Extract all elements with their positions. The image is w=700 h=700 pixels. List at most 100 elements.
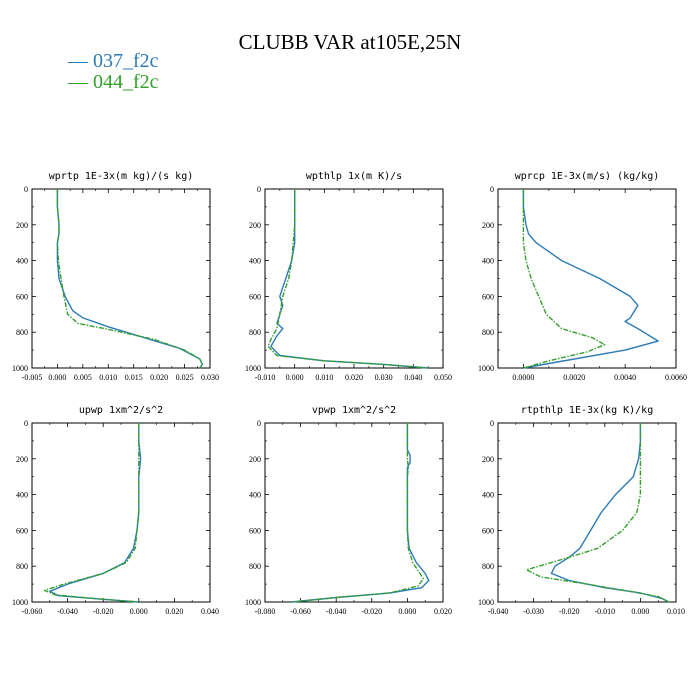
y-tick-label: 400 bbox=[482, 491, 494, 500]
x-tick-label: -0.060 bbox=[22, 607, 43, 616]
series-line-044_f2c bbox=[267, 189, 429, 369]
y-tick-label: 800 bbox=[249, 562, 261, 571]
series-line-037_f2c bbox=[522, 189, 659, 369]
y-tick-label: 800 bbox=[16, 328, 28, 337]
x-tick-label: -0.040 bbox=[326, 607, 347, 616]
x-tick-label: -0.080 bbox=[255, 607, 276, 616]
x-tick-label: -0.010 bbox=[594, 607, 615, 616]
y-tick-label: 600 bbox=[482, 526, 494, 535]
panel-6: rtpthlp 1E-3x(kg K)/kg02004006008001000-… bbox=[478, 405, 685, 616]
x-tick-label: 0.020 bbox=[345, 373, 363, 382]
x-tick-label: 0.0060 bbox=[665, 373, 687, 382]
x-tick-label: 0.000 bbox=[631, 607, 649, 616]
panel-5: vpwp 1xm^2/s^2 0 200 400 600 800 1000-0.080 -0.… bbox=[245, 405, 452, 616]
panel-title: wprtp 1E-3x(m kg)/(s kg) bbox=[49, 171, 194, 182]
plot-frame bbox=[264, 422, 444, 603]
x-tick-label: 0.025 bbox=[176, 373, 194, 382]
y-tick-label: 800 bbox=[16, 562, 28, 571]
x-tick-label: 0.0020 bbox=[563, 373, 585, 382]
y-tick-label: 600 bbox=[249, 292, 261, 301]
series-line-037_f2c bbox=[270, 189, 429, 369]
x-tick-label: -0.020 bbox=[93, 607, 114, 616]
panel-title: vpwp 1xm^2/s^2 bbox=[312, 405, 396, 416]
panel-4: upwp 1xm^2/s^2 0 200 400 600 800 1000-0.060 -0.… bbox=[12, 405, 219, 616]
series-line-044_f2c bbox=[56, 189, 204, 369]
panel-1: wprtp 1E-3x(m kg)/(s kg) 0 200 400 600 800 100… bbox=[12, 171, 219, 382]
x-tick-label: 0.000 bbox=[286, 373, 304, 382]
x-tick-label: 0.000 bbox=[398, 607, 416, 616]
x-tick-label: 0.010 bbox=[667, 607, 685, 616]
plot-frame bbox=[31, 422, 211, 603]
y-tick-label: 400 bbox=[249, 257, 261, 266]
x-tick-label: -0.020 bbox=[559, 607, 580, 616]
series-line-037_f2c bbox=[550, 423, 670, 603]
y-tick-label: 600 bbox=[16, 292, 28, 301]
y-tick-label: 1000 bbox=[245, 598, 261, 607]
series-line-044_f2c bbox=[43, 423, 140, 603]
y-tick-label: 200 bbox=[249, 221, 261, 230]
y-tick-label: 0 bbox=[257, 419, 261, 428]
x-tick-label: 0.050 bbox=[434, 373, 452, 382]
y-tick-label: 400 bbox=[16, 257, 28, 266]
x-tick-label: 0.030 bbox=[375, 373, 393, 382]
y-tick-label: 800 bbox=[482, 328, 494, 337]
y-tick-label: 200 bbox=[16, 455, 28, 464]
x-tick-label: 0.020 bbox=[434, 607, 452, 616]
y-tick-label: 1000 bbox=[478, 364, 494, 373]
x-tick-label: 0.0000 bbox=[512, 373, 534, 382]
x-tick-label: 0.000 bbox=[48, 373, 66, 382]
panel-title: wpthlp 1x(m K)/s bbox=[306, 171, 402, 182]
y-tick-label: 200 bbox=[482, 455, 494, 464]
y-tick-label: 200 bbox=[482, 221, 494, 230]
series-line-037_f2c bbox=[291, 423, 430, 603]
x-tick-label: 0.010 bbox=[99, 373, 117, 382]
series-line-044_f2c bbox=[522, 189, 606, 369]
legend-entry-1: — 037_f2c bbox=[68, 50, 159, 72]
panel-3: wprcp 1E-3x(m/s) (kg/kg) 0 200 400 600 800 100… bbox=[478, 171, 687, 382]
y-tick-label: 400 bbox=[482, 257, 494, 266]
series-line-037_f2c bbox=[49, 423, 142, 603]
y-tick-label: 800 bbox=[482, 562, 494, 571]
x-tick-label: 0.030 bbox=[201, 373, 219, 382]
x-tick-label: 0.000 bbox=[130, 607, 148, 616]
y-tick-label: 1000 bbox=[12, 364, 28, 373]
y-tick-label: 200 bbox=[249, 455, 261, 464]
y-tick-label: 800 bbox=[249, 328, 261, 337]
legend-entry-2: — 044_f2c bbox=[68, 71, 159, 93]
y-tick-label: 1000 bbox=[478, 598, 494, 607]
x-tick-label: -0.030 bbox=[523, 607, 544, 616]
plot-frame bbox=[264, 188, 444, 369]
x-tick-label: 0.020 bbox=[150, 373, 168, 382]
panel-title: upwp 1xm^2/s^2 bbox=[79, 405, 163, 416]
y-tick-label: 600 bbox=[482, 292, 494, 301]
y-tick-label: 0 bbox=[24, 419, 28, 428]
y-tick-label: 400 bbox=[16, 491, 28, 500]
x-tick-label: 0.040 bbox=[404, 373, 422, 382]
y-tick-label: 0 bbox=[24, 185, 28, 194]
x-tick-label: 0.010 bbox=[315, 373, 333, 382]
x-tick-label: -0.060 bbox=[290, 607, 311, 616]
y-tick-label: 1000 bbox=[12, 598, 28, 607]
y-tick-label: 600 bbox=[16, 526, 28, 535]
panel-title: wprcp 1E-3x(m/s) (kg/kg) bbox=[515, 171, 660, 182]
x-tick-label: 0.020 bbox=[165, 607, 183, 616]
y-tick-label: 0 bbox=[490, 419, 494, 428]
x-tick-label: -0.010 bbox=[255, 373, 276, 382]
panel-title: rtpthlp 1E-3x(kg K)/kg bbox=[521, 405, 653, 416]
y-tick-label: 0 bbox=[490, 185, 494, 194]
x-tick-label: 0.015 bbox=[125, 373, 143, 382]
plot-frame bbox=[497, 422, 677, 603]
x-tick-label: -0.020 bbox=[361, 607, 382, 616]
y-tick-label: 1000 bbox=[245, 364, 261, 373]
panel-2: wpthlp 1x(m K)/s 0 200 400 600 800 1000-0.010 0… bbox=[245, 171, 452, 382]
series-line-044_f2c bbox=[525, 423, 670, 603]
x-tick-label: 0.0040 bbox=[614, 373, 636, 382]
x-tick-label: 0.005 bbox=[74, 373, 92, 382]
y-tick-label: 200 bbox=[16, 221, 28, 230]
figure-title: CLUBB VAR at105E,25N bbox=[238, 30, 462, 54]
x-tick-label: -0.040 bbox=[57, 607, 78, 616]
y-tick-label: 400 bbox=[249, 491, 261, 500]
x-tick-label: -0.040 bbox=[488, 607, 509, 616]
